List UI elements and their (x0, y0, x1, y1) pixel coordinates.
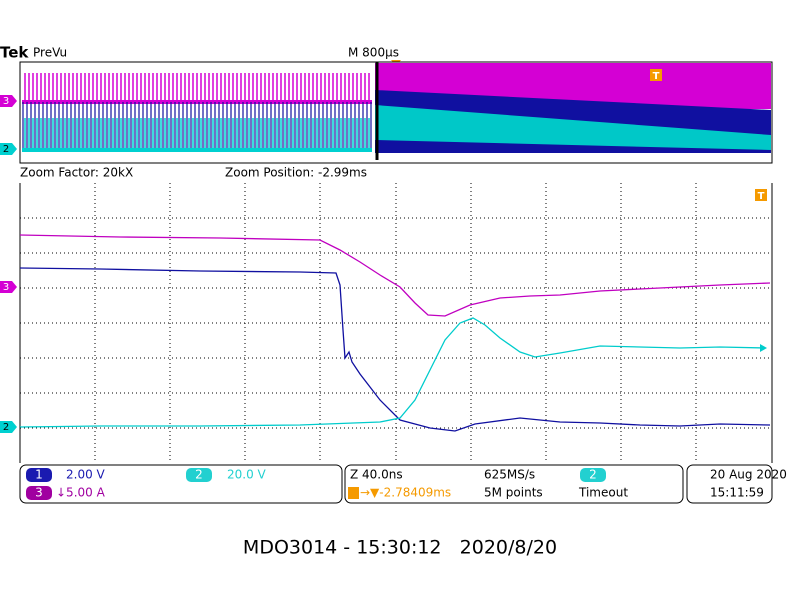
preview-panel: T (19, 61, 773, 164)
ch2-offset-bg (0, 421, 17, 433)
zoom-position: Zoom Position: -2.99ms (225, 166, 367, 180)
ch3-offset: 3 (3, 282, 9, 293)
trigger-marker: T (758, 191, 765, 202)
ch3-offset-bg (0, 281, 17, 293)
zoom-time: Z 40.0ns (350, 468, 403, 482)
trigger-bg (755, 189, 767, 201)
ch1-badge-bg (26, 468, 52, 482)
ch3-scale: ↓5.00 A (56, 486, 106, 500)
ch1-badge: 1 (35, 468, 43, 482)
graticule (19, 183, 773, 463)
ch3-marker-bg (0, 95, 17, 107)
ch2-marker-bg (0, 143, 17, 155)
trigger-position: →▼-2.78409ms (360, 486, 451, 500)
zoom-factor: Zoom Factor: 20kX (20, 166, 133, 180)
mode: PreVu (33, 46, 67, 60)
ch3-badge-bg (26, 486, 52, 500)
trigger-source: 2 (589, 468, 597, 482)
trig-src-bg (580, 468, 606, 482)
trigger-mode: Timeout (578, 486, 628, 500)
sample-rate: 625MS/s (484, 468, 535, 482)
channel-box (19, 464, 343, 504)
date-box (686, 464, 773, 504)
ch2-level (760, 344, 767, 352)
brand: Tek (0, 44, 29, 62)
ch2-scale: 20.0 V (227, 468, 267, 482)
ch2-badge-bg (186, 468, 212, 482)
ch3-trace (19, 234, 771, 317)
ch2-marker: 2 (3, 144, 9, 155)
timebase: M 800µs (348, 46, 399, 60)
ch2-offset: 2 (3, 422, 9, 433)
ch2-trace (19, 317, 766, 428)
record-length: 5M points (484, 486, 543, 500)
caption: MDO3014 - 15:30:12 2020/8/20 (243, 537, 557, 559)
ch1-trace (19, 267, 771, 432)
ch2-badge: 2 (195, 468, 203, 482)
ch3-marker: 3 (3, 96, 9, 107)
ch3-badge: 3 (35, 486, 43, 500)
ch1-scale: 2.00 V (66, 468, 106, 482)
date: 20 Aug 2020 (710, 468, 787, 482)
time: 15:11:59 (710, 486, 764, 500)
trigger-marker: T (653, 71, 660, 82)
trig-icon (348, 487, 359, 499)
